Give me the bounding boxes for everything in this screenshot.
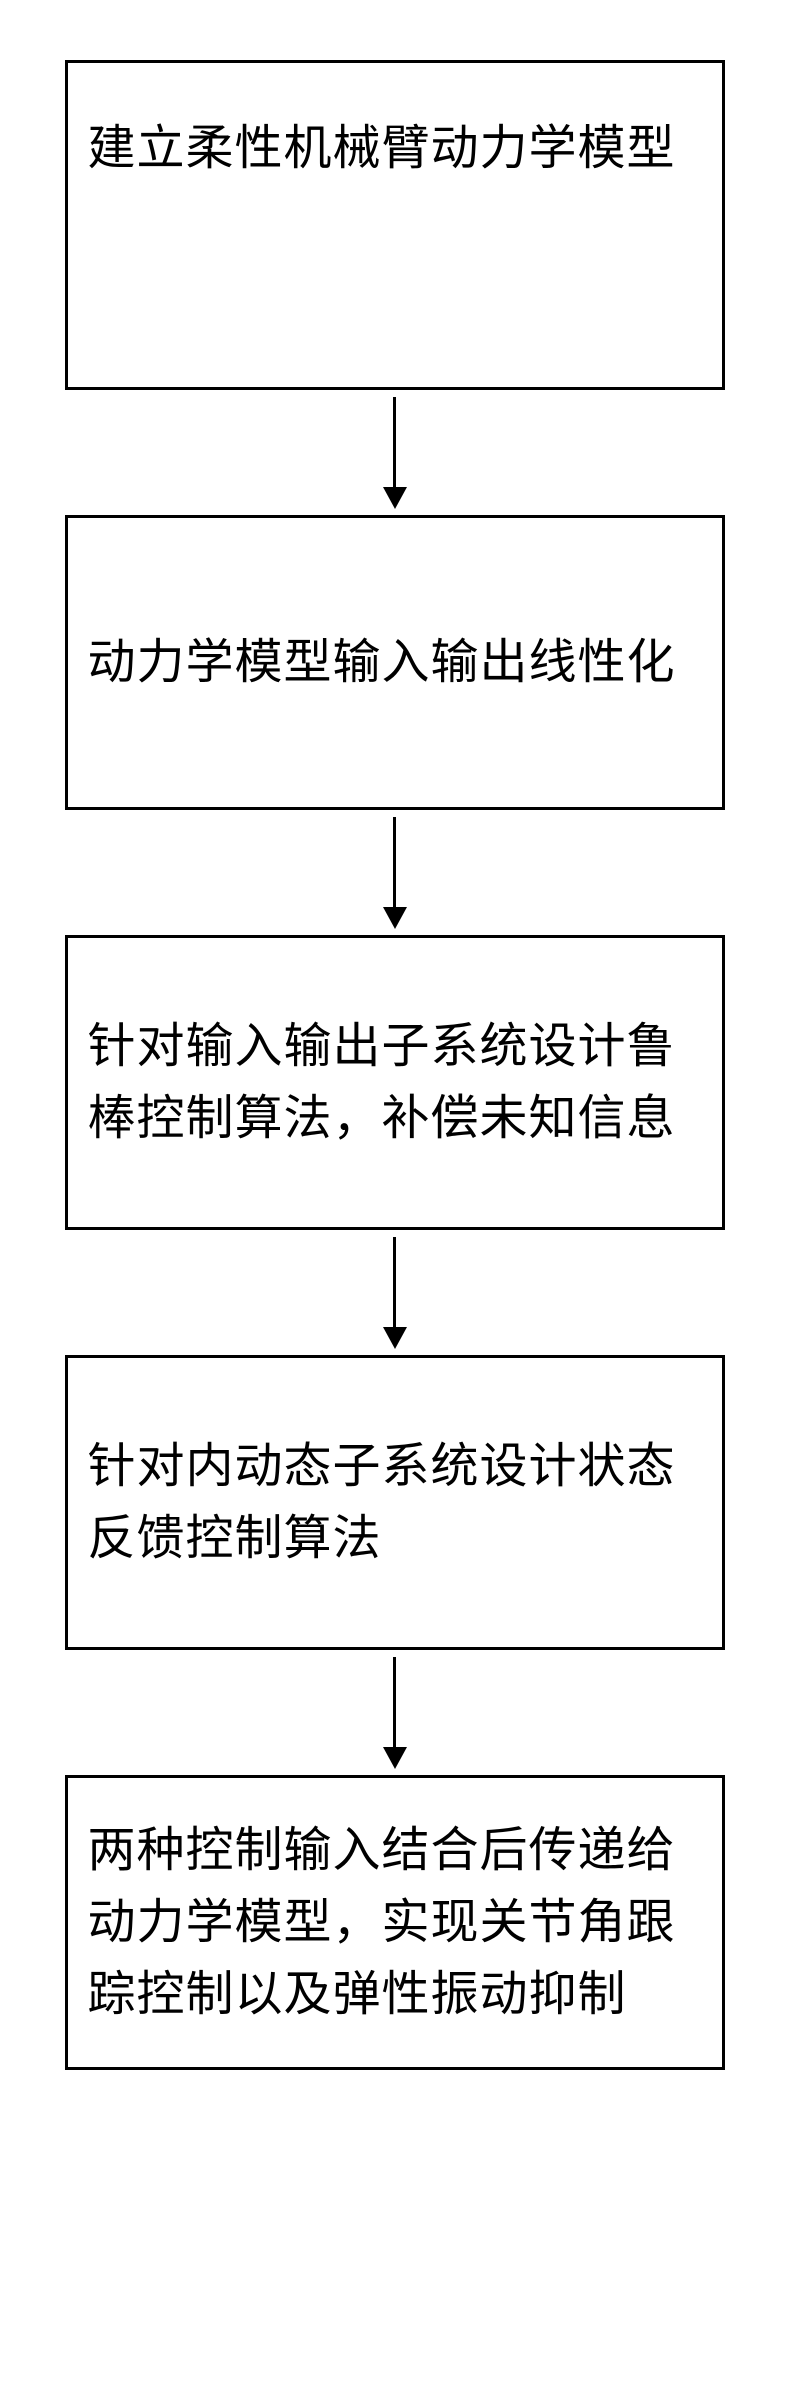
arrow-line-icon [393,1657,396,1747]
node-2-text: 动力学模型输入输出线性化 [88,627,676,699]
flowchart-node-2: 动力学模型输入输出线性化 [65,515,725,810]
arrow-head-icon [383,1327,407,1349]
node-5-text: 两种控制输入结合后传递给动力学模型，实现关节角跟踪控制以及弹性振动抑制 [88,1815,702,2031]
flowchart-node-1: 建立柔性机械臂动力学模型 [65,60,725,390]
arrow-head-icon [383,487,407,509]
arrow-head-icon [383,907,407,929]
arrow-4 [383,1650,407,1775]
arrow-3 [383,1230,407,1355]
arrow-head-icon [383,1747,407,1769]
flowchart-container: 建立柔性机械臂动力学模型 动力学模型输入输出线性化 针对输入输出子系统设计鲁棒控… [65,60,724,2070]
flowchart-node-5: 两种控制输入结合后传递给动力学模型，实现关节角跟踪控制以及弹性振动抑制 [65,1775,725,2070]
arrow-2 [383,810,407,935]
node-4-text: 针对内动态子系统设计状态反馈控制算法 [88,1431,702,1575]
node-1-text: 建立柔性机械臂动力学模型 [88,113,676,185]
arrow-line-icon [393,1237,396,1327]
flowchart-node-3: 针对输入输出子系统设计鲁棒控制算法，补偿未知信息 [65,935,725,1230]
arrow-line-icon [393,817,396,907]
flowchart-node-4: 针对内动态子系统设计状态反馈控制算法 [65,1355,725,1650]
arrow-1 [383,390,407,515]
arrow-line-icon [393,397,396,487]
node-3-text: 针对输入输出子系统设计鲁棒控制算法，补偿未知信息 [88,1011,702,1155]
